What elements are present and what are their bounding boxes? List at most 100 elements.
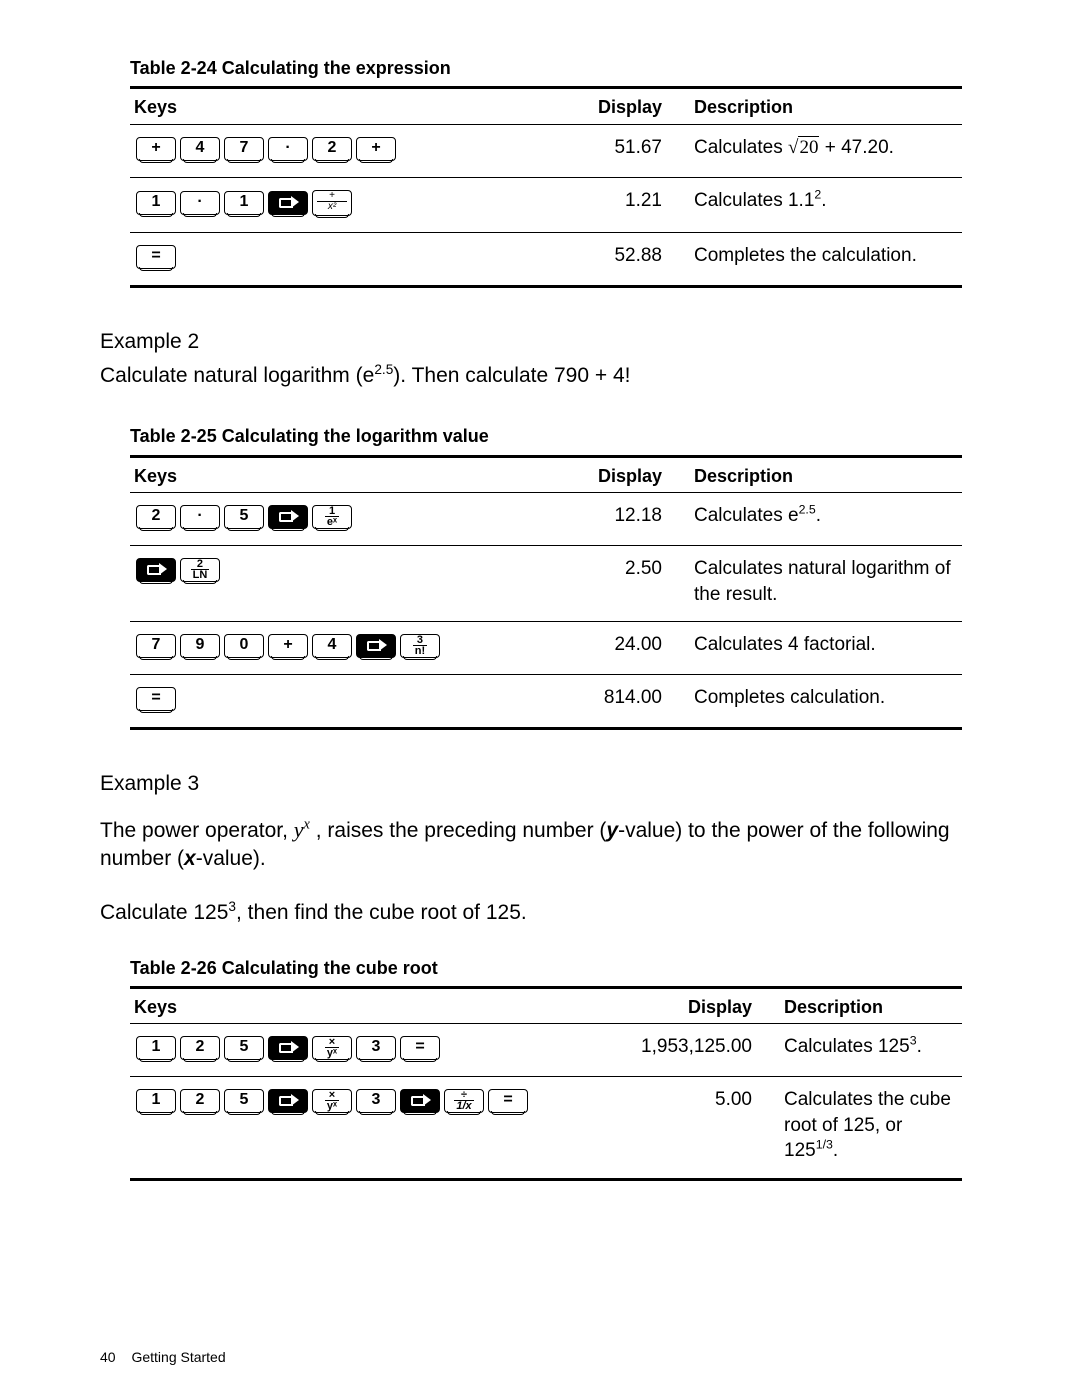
keys-cell: 790+4 3n!: [134, 635, 442, 656]
calc-key: 5: [224, 505, 264, 529]
table-row: 1·1+x² 1.21 Calculates 1.12.: [130, 177, 962, 232]
table-26-caption: Table 2-26 Calculating the cube root: [130, 956, 986, 980]
shift-key-icon: [268, 1036, 308, 1060]
table-24: Keys Display Description +47·2+ 51.67 Ca…: [130, 86, 962, 287]
table-24-header-display: Display: [528, 88, 690, 124]
calc-key: 7: [224, 137, 264, 161]
display-cell: 1,953,125.00: [618, 1024, 780, 1077]
description-cell: Calculates 1253.: [780, 1024, 962, 1077]
shift-key-icon: [136, 558, 176, 582]
calc-key: =: [136, 687, 176, 711]
calc-key: ·: [180, 191, 220, 215]
calc-key: 5: [224, 1089, 264, 1113]
calc-key: 7: [136, 634, 176, 658]
calc-key: ×yˣ: [312, 1089, 352, 1113]
calc-key: +: [356, 137, 396, 161]
calc-key: =: [400, 1036, 440, 1060]
display-cell: 1.21: [528, 177, 690, 232]
keys-cell: 125 ×yˣ3=: [134, 1037, 442, 1058]
keys-cell: =: [134, 688, 178, 709]
table-25-header-keys: Keys: [130, 456, 528, 492]
display-cell: 12.18: [528, 492, 690, 545]
calc-key: 1: [136, 1089, 176, 1113]
calc-key: 2LN: [180, 558, 220, 582]
table-26-header-keys: Keys: [130, 987, 618, 1023]
example-2-text: Calculate natural logarithm (e2.5). Then…: [100, 362, 986, 390]
table-24-header-description: Description: [690, 88, 962, 124]
calc-key: +: [268, 634, 308, 658]
calc-key: 1eˣ: [312, 505, 352, 529]
shift-key-icon: [400, 1089, 440, 1113]
calc-key: 1: [136, 1036, 176, 1060]
table-24-caption: Table 2-24 Calculating the expression: [130, 56, 986, 80]
calc-key: 4: [180, 137, 220, 161]
calc-key: 9: [180, 634, 220, 658]
calc-key: ×yˣ: [312, 1036, 352, 1060]
table-row: 125 ×yˣ3 ÷1/x= 5.00 Calculates the cube ro…: [130, 1077, 962, 1180]
description-cell: Completes calculation.: [690, 675, 962, 729]
calc-key: 2: [180, 1036, 220, 1060]
description-cell: Completes the calculation.: [690, 232, 962, 286]
calc-key: 1: [136, 191, 176, 215]
shift-key-icon: [268, 1089, 308, 1113]
calc-key: 4: [312, 634, 352, 658]
description-cell: Calculates √20 + 47.20.: [690, 124, 962, 177]
table-25-caption: Table 2-25 Calculating the logarithm val…: [130, 424, 986, 448]
page-footer: 40 Getting Started: [100, 1348, 226, 1367]
keys-cell: 1·1 +x²: [134, 192, 354, 213]
table-26-header-description: Description: [780, 987, 962, 1023]
calc-key: ·: [180, 505, 220, 529]
table-25: Keys Display Description 2·5 1eˣ 12.18 Ca…: [130, 455, 962, 731]
keys-cell: 2LN: [134, 559, 222, 580]
calc-key: ÷1/x: [444, 1089, 484, 1113]
calc-key: =: [488, 1089, 528, 1113]
table-25-header-description: Description: [690, 456, 962, 492]
calc-key: 2: [136, 505, 176, 529]
keys-cell: =: [134, 246, 178, 267]
table-row: 2LN 2.50 Calculates natural logarithm of…: [130, 545, 962, 621]
shift-key-icon: [268, 191, 308, 215]
table-row: = 52.88 Completes the calculation.: [130, 232, 962, 286]
calc-key: 5: [224, 1036, 264, 1060]
example-3-label: Example 3: [100, 770, 986, 798]
shift-key-icon: [356, 634, 396, 658]
calc-key: +: [136, 137, 176, 161]
table-row: 790+4 3n! 24.00 Calculates 4 factorial.: [130, 622, 962, 675]
table-row: = 814.00 Completes calculation.: [130, 675, 962, 729]
example-3-para2: Calculate 1253, then find the cube root …: [100, 899, 986, 927]
page-number: 40: [100, 1348, 116, 1367]
calc-key: 2: [312, 137, 352, 161]
display-cell: 2.50: [528, 545, 690, 621]
table-25-body: 2·5 1eˣ 12.18 Calculates e2.5. 2LN 2.50 C…: [130, 492, 962, 728]
description-cell: Calculates the cube root of 125, or 1251…: [780, 1077, 962, 1180]
table-24-header-keys: Keys: [130, 88, 528, 124]
table-row: +47·2+ 51.67 Calculates √20 + 47.20.: [130, 124, 962, 177]
display-cell: 52.88: [528, 232, 690, 286]
example-2-label: Example 2: [100, 328, 986, 356]
display-cell: 814.00: [528, 675, 690, 729]
display-cell: 24.00: [528, 622, 690, 675]
table-row: 125 ×yˣ3= 1,953,125.00 Calculates 1253.: [130, 1024, 962, 1077]
calc-key: 1: [224, 191, 264, 215]
table-26-header-display: Display: [618, 987, 780, 1023]
example-3-para1: The power operator, yx , raises the prec…: [100, 815, 986, 874]
calc-key: 3: [356, 1036, 396, 1060]
table-25-header-display: Display: [528, 456, 690, 492]
description-cell: Calculates 4 factorial.: [690, 622, 962, 675]
calc-key: 3: [356, 1089, 396, 1113]
page-section: Getting Started: [131, 1349, 225, 1365]
calc-key: 0: [224, 634, 264, 658]
keys-cell: 2·5 1eˣ: [134, 506, 354, 527]
calc-key: 2: [180, 1089, 220, 1113]
keys-cell: 125 ×yˣ3 ÷1/x=: [134, 1090, 530, 1111]
calc-key: 3n!: [400, 634, 440, 658]
table-row: 2·5 1eˣ 12.18 Calculates e2.5.: [130, 492, 962, 545]
display-cell: 51.67: [528, 124, 690, 177]
display-cell: 5.00: [618, 1077, 780, 1180]
calc-key: +x²: [312, 190, 352, 216]
description-cell: Calculates natural logarithm of the resu…: [690, 545, 962, 621]
table-26: Keys Display Description 125×yˣ3= 1,953,…: [130, 986, 962, 1181]
keys-cell: +47·2+: [134, 138, 398, 159]
description-cell: Calculates e2.5.: [690, 492, 962, 545]
calc-key: ·: [268, 137, 308, 161]
